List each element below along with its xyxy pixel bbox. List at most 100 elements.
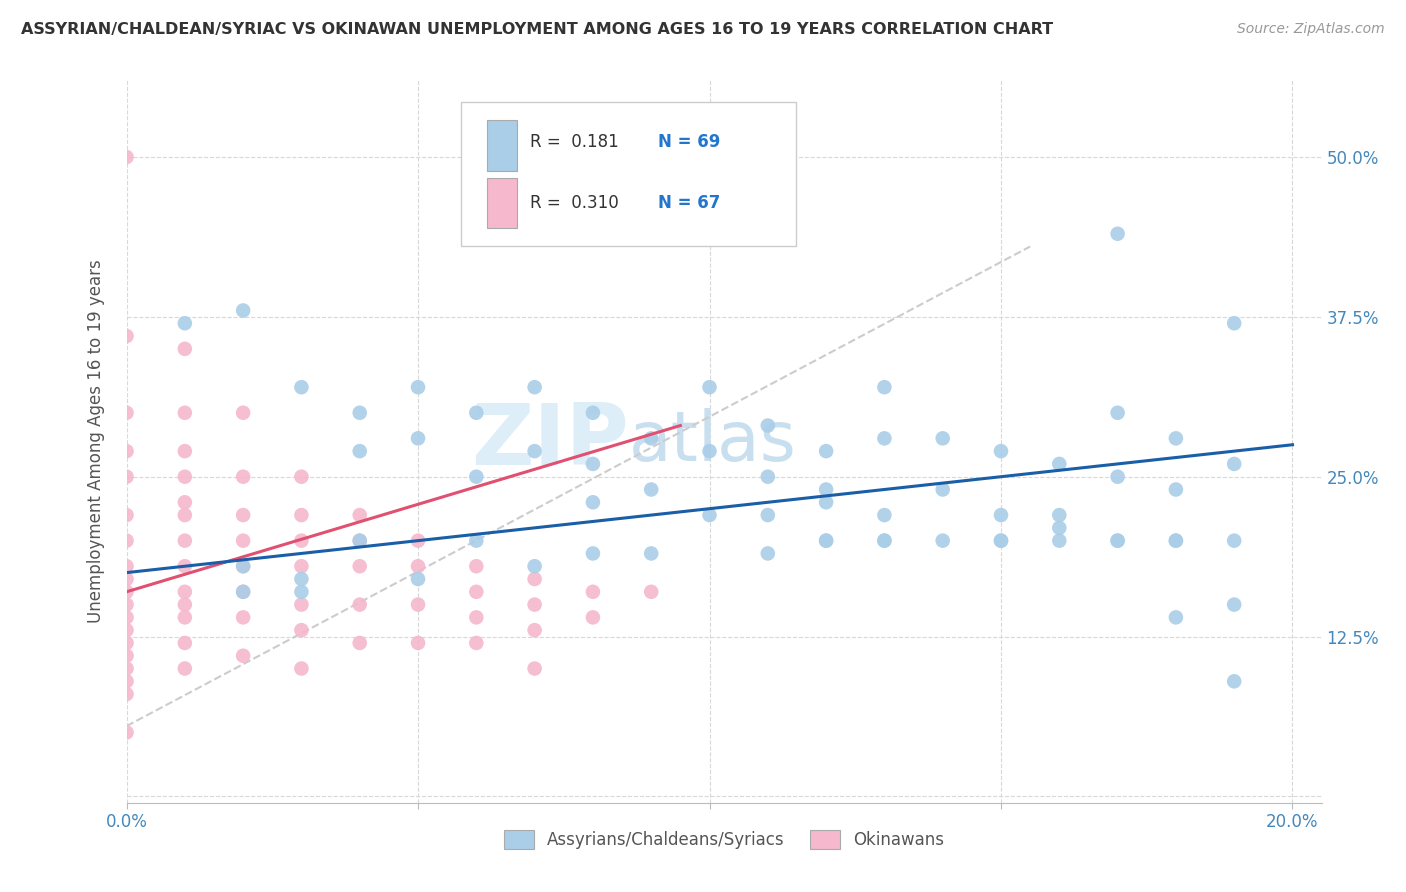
Point (1223, 316, 1246, 330)
Point (699, 508, 721, 522)
Point (1164, 533, 1187, 548)
Point (173, 661, 195, 675)
Point (115, 508, 138, 522)
Point (406, 533, 429, 548)
Point (1047, 457, 1070, 471)
Point (582, 584, 605, 599)
Point (465, 406, 488, 420)
Point (990, 533, 1012, 548)
Point (815, 533, 838, 548)
Text: N = 67: N = 67 (658, 194, 721, 212)
Point (640, 483, 662, 497)
Point (931, 533, 953, 548)
Point (523, 623, 546, 637)
Point (115, 623, 138, 637)
Point (873, 533, 896, 548)
Point (931, 431, 953, 445)
Point (349, 406, 371, 420)
Point (756, 418, 779, 433)
Point (115, 598, 138, 612)
Point (115, 636, 138, 650)
Point (173, 533, 195, 548)
Text: Source: ZipAtlas.com: Source: ZipAtlas.com (1237, 22, 1385, 37)
Point (173, 444, 195, 458)
Point (1164, 610, 1187, 624)
Point (523, 444, 546, 458)
Point (815, 483, 838, 497)
Point (115, 444, 138, 458)
Point (232, 303, 254, 318)
Point (290, 508, 312, 522)
Point (173, 508, 195, 522)
Point (523, 661, 546, 675)
Point (815, 495, 838, 509)
Point (349, 533, 371, 548)
Point (173, 598, 195, 612)
FancyBboxPatch shape (461, 102, 796, 246)
Point (990, 533, 1012, 548)
Point (406, 572, 429, 586)
Point (873, 380, 896, 394)
Point (582, 610, 605, 624)
Point (232, 406, 254, 420)
Point (1164, 431, 1187, 445)
Point (115, 648, 138, 663)
Point (290, 661, 312, 675)
Point (465, 559, 488, 574)
Point (1223, 533, 1246, 548)
Point (290, 559, 312, 574)
Point (1107, 227, 1129, 241)
Point (173, 406, 195, 420)
Point (349, 533, 371, 548)
Point (756, 546, 779, 560)
Point (873, 508, 896, 522)
Point (115, 329, 138, 343)
Point (349, 444, 371, 458)
Point (465, 469, 488, 483)
Point (232, 584, 254, 599)
Text: atlas: atlas (628, 408, 796, 475)
Point (115, 610, 138, 624)
Point (115, 150, 138, 164)
Point (1164, 483, 1187, 497)
Point (523, 380, 546, 394)
Point (523, 572, 546, 586)
Text: ASSYRIAN/CHALDEAN/SYRIAC VS OKINAWAN UNEMPLOYMENT AMONG AGES 16 TO 19 YEARS CORR: ASSYRIAN/CHALDEAN/SYRIAC VS OKINAWAN UNE… (21, 22, 1053, 37)
Point (115, 674, 138, 689)
Point (990, 444, 1012, 458)
Point (173, 469, 195, 483)
Point (465, 584, 488, 599)
Point (1223, 674, 1246, 689)
Point (349, 598, 371, 612)
Point (1223, 598, 1246, 612)
Point (290, 598, 312, 612)
Point (115, 559, 138, 574)
Point (873, 533, 896, 548)
Point (232, 559, 254, 574)
Point (173, 610, 195, 624)
Point (115, 406, 138, 420)
Point (290, 572, 312, 586)
Point (523, 598, 546, 612)
Y-axis label: Unemployment Among Ages 16 to 19 years: Unemployment Among Ages 16 to 19 years (87, 260, 105, 624)
Point (640, 546, 662, 560)
Point (232, 559, 254, 574)
Text: N = 69: N = 69 (658, 133, 721, 151)
Point (815, 533, 838, 548)
Point (115, 584, 138, 599)
Point (290, 469, 312, 483)
Point (699, 444, 721, 458)
Point (1164, 533, 1187, 548)
Point (1047, 533, 1070, 548)
Point (115, 725, 138, 739)
Point (115, 469, 138, 483)
Point (1107, 533, 1129, 548)
Point (406, 431, 429, 445)
Point (582, 495, 605, 509)
Point (232, 469, 254, 483)
Point (873, 431, 896, 445)
Bar (488, 120, 517, 170)
Point (115, 572, 138, 586)
Point (232, 648, 254, 663)
Point (349, 636, 371, 650)
